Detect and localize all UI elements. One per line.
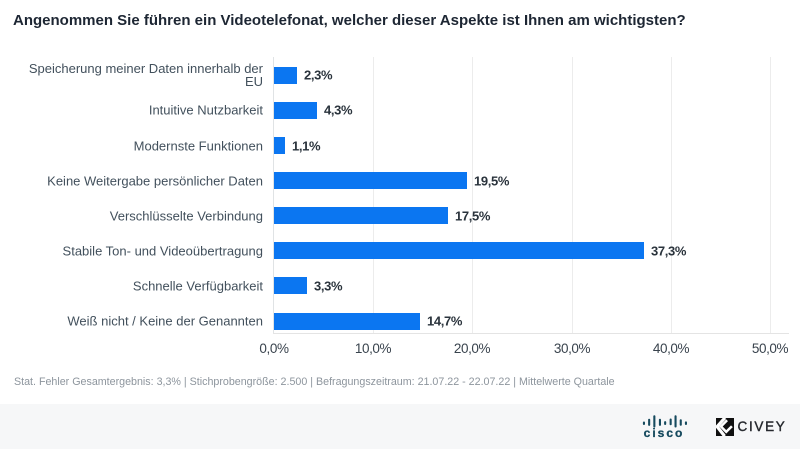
svg-text:cisco: cisco [644,426,685,439]
